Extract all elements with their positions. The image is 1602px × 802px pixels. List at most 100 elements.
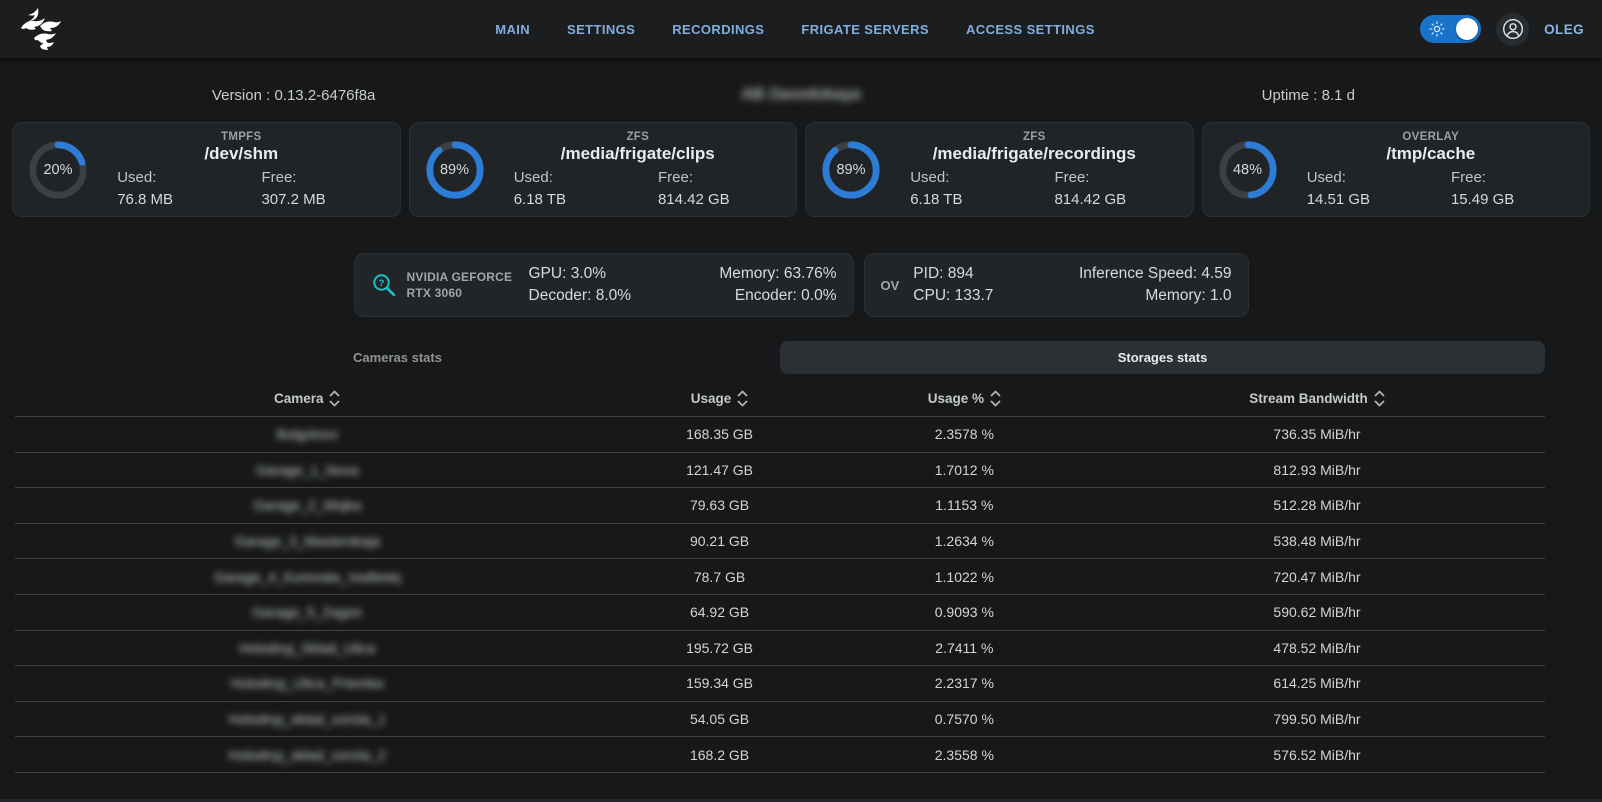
camera-name-redacted: Bolgolovo (276, 426, 338, 443)
usage-cell: 159.34 GB (686, 675, 754, 692)
storage-card: 89% ZFS /media/frigate/recordings Used: … (805, 122, 1194, 217)
free-label: Free: (1054, 169, 1090, 186)
nav-item-main[interactable]: MAIN (495, 21, 531, 37)
bandwidth-cell: 478.52 MiB/hr (1273, 639, 1361, 656)
column-header-usage[interactable]: Usage (599, 389, 839, 407)
uptime-label: Uptime : 8.1 d (1261, 86, 1356, 104)
server-title-redacted: AB Zavodskaya (741, 86, 861, 103)
nav-item-settings[interactable]: SETTINGS (567, 21, 636, 37)
table-bottom-divider (15, 771, 1545, 773)
camera-name-redacted: Holodnyj_sklad_vorota_2 (228, 746, 386, 763)
table-row: Garage_3_Masterskaja 90.21 GB 1.2634 % 5… (15, 522, 1545, 559)
gpu-name-label: NVIDIA GEFORCE RTX 3060 (406, 269, 513, 300)
table-row: Garage_5_Zagon 64.92 GB 0.9093 % 590.62 … (15, 593, 1545, 630)
usage-percent-cell: 2.3578 % (934, 426, 994, 443)
used-label: Used: (117, 169, 157, 186)
used-value: 6.18 TB (910, 191, 963, 208)
storage-cards-row: 20% TMPFS /dev/shm Used: 76.8 MB Free: 3… (0, 122, 1602, 217)
detector-pid-stat: PID: 894 (913, 265, 974, 282)
usage-cell: 195.72 GB (686, 639, 754, 656)
bandwidth-cell: 512.28 MiB/hr (1273, 497, 1361, 514)
usage-percent-label: 20% (43, 161, 73, 178)
user-avatar-button[interactable] (1496, 12, 1530, 46)
usage-cell: 64.92 GB (689, 604, 750, 621)
column-header-usage-percent[interactable]: Usage % (840, 389, 1089, 407)
free-value: 307.2 MB (261, 191, 326, 208)
usage-cell: 168.2 GB (689, 746, 750, 763)
free-label: Free: (1450, 169, 1486, 186)
tab-cameras-stats[interactable]: Cameras stats (353, 350, 442, 365)
navbar-right-group: OLEG (1420, 12, 1584, 46)
usage-donut-gauge: 48% (1217, 139, 1279, 201)
sort-icon (990, 389, 1001, 407)
storage-card: 89% ZFS /media/frigate/clips Used: 6.18 … (408, 122, 797, 217)
usage-percent-label: 89% (439, 161, 470, 178)
usage-donut-gauge: 20% (27, 139, 89, 201)
table-row: Holodnyj_sklad_vorota_1 54.05 GB 0.7570 … (15, 700, 1545, 737)
filesystem-type-label: ZFS (1022, 131, 1046, 143)
server-info-row: Version : 0.13.2-6476f8a AB Zavodskaya U… (0, 72, 1602, 118)
sort-icon (737, 389, 748, 407)
used-label: Used: (1306, 169, 1346, 186)
used-value: 76.8 MB (117, 191, 174, 208)
usage-percent-label: 48% (1232, 161, 1263, 178)
frigate-birds-icon (21, 8, 61, 50)
used-label: Used: (910, 169, 950, 186)
username-label[interactable]: OLEG (1544, 21, 1584, 37)
gpu-stats-card: ? NVIDIA GEFORCE RTX 3060 GPU: 3.0% Memo… (353, 253, 854, 317)
storage-stats-table: Camera Usage Usage % Stream Bandwidth Bo… (15, 380, 1545, 773)
free-label: Free: (657, 169, 693, 186)
usage-percent-cell: 0.9093 % (934, 604, 994, 621)
bandwidth-cell: 538.48 MiB/hr (1273, 533, 1361, 550)
nav-item-recordings[interactable]: RECORDINGS (672, 21, 765, 37)
usage-percent-cell: 2.3558 % (934, 746, 994, 763)
usage-donut-gauge: 89% (424, 139, 486, 201)
free-value: 814.42 GB (657, 191, 730, 208)
table-row: Bolgolovo 168.35 GB 2.3578 % 736.35 MiB/… (15, 416, 1545, 452)
svg-text:?: ? (378, 278, 384, 289)
bandwidth-cell: 812.93 MiB/hr (1273, 461, 1361, 478)
free-value: 814.42 GB (1054, 191, 1127, 208)
gpu-encoder-stat: Encoder: 0.0% (734, 287, 837, 304)
camera-name-redacted: Garage_1_Nova (255, 461, 359, 478)
bandwidth-cell: 736.35 MiB/hr (1273, 426, 1361, 443)
table-body: Bolgolovo 168.35 GB 2.3578 % 736.35 MiB/… (15, 416, 1545, 772)
camera-name-redacted: Holodnyj_Sklad_Ulica (239, 639, 376, 656)
storage-card: 20% TMPFS /dev/shm Used: 76.8 MB Free: 3… (12, 122, 401, 217)
gpu-diagnostic-icon: ? (372, 274, 395, 297)
mount-path-label: /tmp/cache (1386, 144, 1476, 163)
usage-cell: 79.63 GB (689, 497, 750, 514)
filesystem-type-label: OVERLAY (1402, 131, 1460, 143)
usage-percent-label: 89% (836, 161, 866, 178)
column-header-camera[interactable]: Camera (15, 389, 599, 407)
detector-inference-stat: Inference Speed: 4.59 (1078, 265, 1232, 282)
used-value: 14.51 GB (1306, 191, 1371, 208)
sun-icon (1429, 21, 1445, 42)
storage-card: 48% OVERLAY /tmp/cache Used: 14.51 GB Fr… (1201, 122, 1590, 217)
usage-percent-cell: 0.7570 % (934, 711, 994, 728)
camera-name-redacted: Holodnyj_sklad_vorota_1 (228, 711, 386, 728)
bandwidth-cell: 590.62 MiB/hr (1273, 604, 1361, 621)
bandwidth-cell: 614.25 MiB/hr (1273, 675, 1361, 692)
page-bottom-edge (0, 799, 1602, 802)
bandwidth-cell: 576.52 MiB/hr (1273, 746, 1361, 763)
account-circle-icon (1502, 18, 1523, 40)
used-label: Used: (513, 169, 553, 186)
usage-percent-cell: 1.1153 % (935, 497, 994, 514)
usage-percent-cell: 1.1022 % (934, 568, 994, 585)
tab-storages-stats[interactable]: Storages stats (780, 341, 1545, 374)
nav-item-access-settings[interactable]: ACCESS SETTINGS (965, 21, 1095, 37)
filesystem-type-label: ZFS (626, 131, 650, 143)
table-row: Garage_1_Nova 121.47 GB 1.7012 % 812.93 … (15, 451, 1545, 488)
usage-cell: 121.47 GB (686, 461, 754, 478)
table-row: Holodnyj_Ulica_Priemka 159.34 GB 2.2317 … (15, 665, 1545, 701)
usage-donut-gauge: 89% (820, 139, 882, 201)
detector-name-label: OV (880, 277, 900, 293)
frigate-logo[interactable] (18, 5, 64, 53)
camera-name-redacted: Garage_2_Mojka (253, 497, 361, 514)
theme-toggle-switch[interactable] (1420, 15, 1482, 43)
nav-item-frigate-servers[interactable]: FRIGATE SERVERS (801, 21, 929, 37)
usage-percent-cell: 1.7012 % (934, 461, 994, 478)
bandwidth-cell: 799.50 MiB/hr (1273, 711, 1361, 728)
column-header-stream-bandwidth[interactable]: Stream Bandwidth (1089, 389, 1545, 407)
